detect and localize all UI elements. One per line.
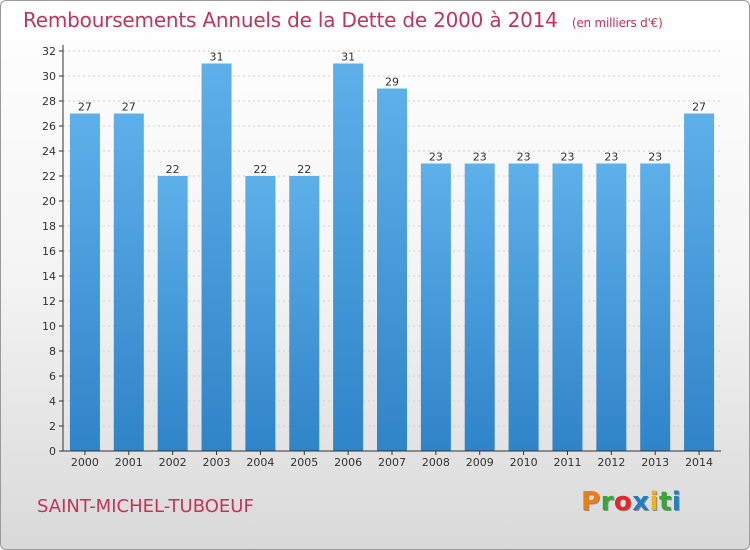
x-tick-label: 2014: [685, 456, 713, 469]
bar-2004[interactable]: [245, 176, 276, 451]
value-labels: 27 27 22 31 22 22 31 29 23 23 23 23 23 23 27: [78, 51, 706, 177]
chart-title-text: Remboursements Annuels de la Dette de 20…: [23, 8, 558, 32]
y-tick-label: 22: [42, 170, 56, 183]
value-label-2007: 29: [385, 76, 399, 89]
bar-2014[interactable]: [684, 113, 715, 452]
logo-letter: i: [649, 487, 659, 517]
value-label-2004: 22: [253, 163, 267, 176]
chart-unit: (en milliers d'€): [571, 16, 663, 30]
x-tick-label: 2010: [510, 456, 538, 469]
value-label-2010: 23: [517, 151, 531, 164]
value-label-2002: 22: [166, 163, 180, 176]
y-tick-label: 32: [42, 45, 56, 58]
value-label-2013: 23: [648, 151, 662, 164]
x-tick-label: 2005: [290, 456, 318, 469]
y-tick-label: 26: [42, 120, 56, 133]
bar-2008[interactable]: [420, 163, 451, 452]
logo-letter: i: [671, 487, 682, 517]
bars: [69, 63, 715, 452]
y-tick-label: 10: [42, 320, 56, 333]
bar-2007[interactable]: [377, 88, 407, 452]
y-tick-label: 6: [49, 370, 56, 383]
value-label-2000: 27: [78, 101, 92, 114]
y-tick-label: 24: [42, 145, 56, 158]
bar-2000[interactable]: [69, 113, 100, 452]
x-tick-label: 2004: [246, 456, 274, 469]
value-label-2001: 27: [122, 101, 136, 114]
bar-2002[interactable]: [157, 176, 188, 451]
x-tick-label: 2013: [641, 456, 669, 469]
y-tick-label: 0: [49, 445, 56, 458]
bar-2006[interactable]: [333, 63, 364, 452]
logo-letter: o: [613, 487, 633, 517]
y-tick-label: 12: [42, 295, 56, 308]
bar-2003[interactable]: [201, 63, 232, 452]
bar-2001[interactable]: [113, 113, 144, 452]
x-tick-label: 2012: [597, 456, 625, 469]
logo-letter: x: [632, 487, 650, 517]
value-label-2008: 23: [429, 151, 443, 164]
x-tick-label: 2000: [71, 456, 99, 469]
logo-letter: P: [581, 487, 601, 517]
x-tick-label: 2011: [553, 456, 581, 469]
bar-2011[interactable]: [552, 163, 583, 452]
x-tick-label: 2008: [422, 456, 450, 469]
value-label-2014: 27: [692, 101, 706, 114]
bar-2013[interactable]: [640, 163, 671, 452]
y-tick-label: 30: [42, 70, 56, 83]
y-tick-label: 18: [42, 220, 56, 233]
bar-2009[interactable]: [464, 163, 495, 452]
x-tick-label: 2001: [115, 456, 143, 469]
chart-title: Remboursements Annuels de la Dette de 20…: [23, 8, 663, 32]
value-label-2009: 23: [473, 151, 487, 164]
logo-letter: r: [600, 487, 614, 517]
value-label-2012: 23: [604, 151, 618, 164]
bar-2005[interactable]: [289, 176, 320, 451]
value-label-2003: 31: [210, 51, 224, 64]
y-tick-label: 8: [49, 345, 56, 358]
commune-name: SAINT-MICHEL-TUBOEUF: [37, 496, 254, 517]
y-tick-label: 4: [49, 395, 56, 408]
bar-2010[interactable]: [508, 163, 539, 452]
x-tick-label: 2007: [378, 456, 406, 469]
value-label-2005: 22: [297, 163, 311, 176]
y-tick-label: 2: [49, 420, 56, 433]
value-label-2006: 31: [341, 51, 355, 64]
x-tick-label: 2002: [159, 456, 187, 469]
y-tick-label: 20: [42, 195, 56, 208]
value-label-2011: 23: [560, 151, 574, 164]
bar-2012[interactable]: [596, 163, 627, 452]
proxiti-logo[interactable]: Proxiti: [581, 487, 681, 517]
y-tick-label: 14: [42, 270, 56, 283]
x-tick-label: 2009: [466, 456, 494, 469]
y-tick-label: 16: [42, 245, 56, 258]
x-tick-label: 2006: [334, 456, 362, 469]
logo-letter: t: [658, 487, 672, 517]
y-tick-label: 28: [42, 95, 56, 108]
x-tick-label: 2003: [203, 456, 231, 469]
